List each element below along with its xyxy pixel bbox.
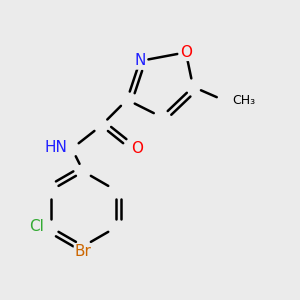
Text: N: N xyxy=(134,53,146,68)
Text: CH₃: CH₃ xyxy=(232,94,255,107)
Text: O: O xyxy=(131,141,143,156)
Text: HN: HN xyxy=(45,140,68,154)
Text: Br: Br xyxy=(75,244,92,260)
Text: O: O xyxy=(180,45,192,60)
Text: Cl: Cl xyxy=(29,219,44,234)
